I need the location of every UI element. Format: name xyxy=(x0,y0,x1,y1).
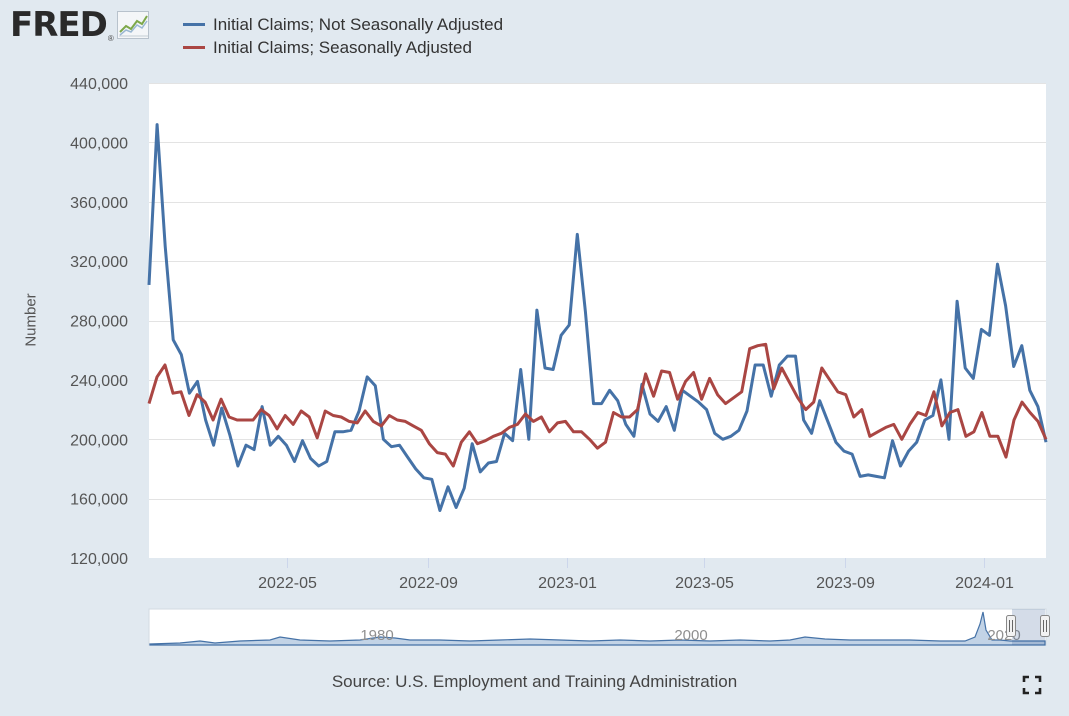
y-tick-label: 120,000 xyxy=(70,551,128,568)
navigator-label: 1980 xyxy=(360,627,393,644)
x-tick-label: 2023-01 xyxy=(538,575,597,592)
y-tick-label: 320,000 xyxy=(70,254,128,271)
y-tick-label: 160,000 xyxy=(70,492,128,509)
chart-legend: Initial Claims; Not Seasonally Adjusted … xyxy=(183,13,503,59)
legend-swatch-sa xyxy=(183,46,205,49)
line-chart-icon xyxy=(116,11,149,39)
y-tick-label: 240,000 xyxy=(70,373,128,390)
navigator-left-handle[interactable] xyxy=(1006,615,1016,637)
x-tick-label: 2023-09 xyxy=(816,575,875,592)
navigator-series xyxy=(149,611,1046,646)
navigator-selection[interactable] xyxy=(1012,609,1045,645)
legend-item-sa[interactable]: Initial Claims; Seasonally Adjusted xyxy=(183,36,503,59)
series-line-nsa[interactable] xyxy=(147,123,1048,512)
source-note: Source: U.S. Employment and Training Adm… xyxy=(331,672,738,691)
navigator[interactable]: 1980 2000 2020 xyxy=(0,0,1069,660)
legend-label-nsa: Initial Claims; Not Seasonally Adjusted xyxy=(213,14,504,34)
navigator-background xyxy=(148,608,1047,646)
navigator-right-handle[interactable] xyxy=(1040,615,1050,637)
legend-label-sa: Initial Claims; Seasonally Adjusted xyxy=(213,37,472,57)
series-lines xyxy=(147,123,1048,512)
grid-lines xyxy=(149,83,1046,500)
x-axis-ticks: 2022-05 2022-09 2023-01 2023-05 2023-09 2024-… xyxy=(258,558,1014,592)
plot-area xyxy=(149,83,1046,558)
main-chart: 120,000 160,000 200,000 240,000 280,000 320,0… xyxy=(70,76,1048,592)
y-tick-label: 200,000 xyxy=(70,432,128,449)
y-tick-label: 400,000 xyxy=(70,135,128,152)
logo-text: FRED xyxy=(10,5,108,45)
legend-swatch-nsa xyxy=(183,23,205,26)
fred-logo[interactable]: FRED ® xyxy=(10,8,149,43)
x-tick-label: 2022-05 xyxy=(258,575,317,592)
logo-registered-mark: ® xyxy=(107,34,114,43)
series-line-sa[interactable] xyxy=(147,342,1048,468)
x-tick-label: 2022-09 xyxy=(399,575,458,592)
fullscreen-icon[interactable] xyxy=(1022,675,1042,695)
y-tick-label: 440,000 xyxy=(70,76,128,93)
legend-item-nsa[interactable]: Initial Claims; Not Seasonally Adjusted xyxy=(183,13,503,36)
y-axis-ticks: 120,000 160,000 200,000 240,000 280,000 320,0… xyxy=(70,76,128,568)
x-tick-label: 2023-05 xyxy=(675,575,734,592)
y-tick-label: 280,000 xyxy=(70,314,128,331)
y-tick-label: 360,000 xyxy=(70,195,128,212)
navigator-label: 2000 xyxy=(674,627,707,644)
x-tick-label: 2024-01 xyxy=(955,575,1014,592)
